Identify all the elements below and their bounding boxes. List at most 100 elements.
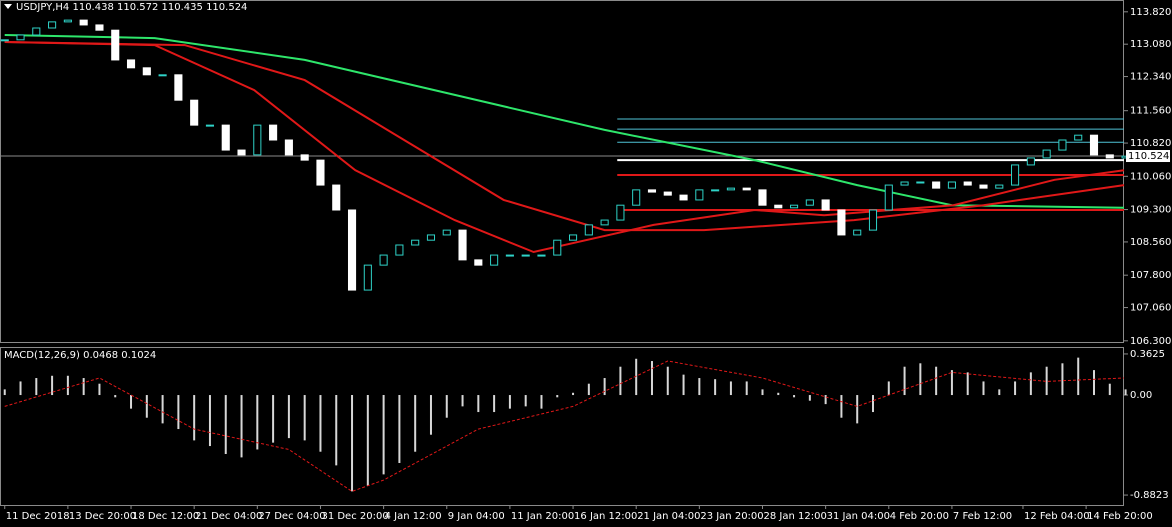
candle xyxy=(474,259,483,266)
candle xyxy=(663,191,672,196)
candle xyxy=(1026,157,1035,166)
signal-line xyxy=(4,360,1125,492)
candle xyxy=(900,181,909,186)
candle xyxy=(284,139,293,156)
x-tick-label: 4 Jan 12:00 xyxy=(385,511,442,522)
candle xyxy=(521,254,530,257)
candle xyxy=(963,181,972,186)
last-price-label: 110.524 xyxy=(1128,151,1169,162)
price-panel-frame xyxy=(0,0,1124,343)
candle xyxy=(1042,149,1051,159)
candle xyxy=(995,184,1004,189)
y-tick-label: 109.300 xyxy=(1130,205,1171,216)
candle xyxy=(726,187,735,191)
moving-average xyxy=(4,34,1125,209)
candle xyxy=(774,204,783,209)
candle xyxy=(332,184,341,211)
candle xyxy=(300,154,309,161)
x-tick-label: 16 Jan 12:00 xyxy=(574,511,637,522)
candle xyxy=(363,264,372,291)
candle xyxy=(458,229,467,261)
y-tick-label: 107.800 xyxy=(1130,270,1171,281)
x-tick-label: 9 Jan 04:00 xyxy=(448,511,505,522)
y-tick-label: 106.300 xyxy=(1130,336,1171,347)
candle xyxy=(63,19,72,23)
candle xyxy=(790,204,799,209)
candle xyxy=(884,184,893,211)
candle xyxy=(584,224,593,236)
candle xyxy=(237,149,246,156)
candle xyxy=(947,181,956,189)
x-tick-label: 27 Dec 04:00 xyxy=(258,511,325,522)
candle xyxy=(0,39,9,42)
x-tick-label: 31 Jan 04:00 xyxy=(827,511,890,522)
candle xyxy=(32,27,41,36)
candle xyxy=(379,254,388,266)
candle xyxy=(1089,134,1099,156)
candle xyxy=(48,21,57,29)
candle xyxy=(932,181,941,189)
candle xyxy=(979,184,988,189)
candle xyxy=(537,254,546,257)
candle xyxy=(221,124,230,151)
x-tick-label: 28 Jan 12:00 xyxy=(763,511,826,522)
candle xyxy=(16,34,25,41)
candle xyxy=(805,199,814,206)
candle xyxy=(868,209,878,231)
chart-title: USDJPY,H4 110.438 110.572 110.435 110.52… xyxy=(16,2,247,13)
y-tick-label: 111.560 xyxy=(1130,106,1171,117)
candle xyxy=(442,229,451,236)
macd-panel-frame xyxy=(0,347,1124,506)
candle xyxy=(1058,139,1067,151)
x-tick-label: 13 Dec 20:00 xyxy=(69,511,136,522)
candle xyxy=(695,189,704,201)
x-tick-label: 21 Dec 04:00 xyxy=(195,511,262,522)
moving-average xyxy=(4,41,1125,232)
candle xyxy=(253,124,262,156)
candle xyxy=(79,19,88,26)
y-tick-label: 112.340 xyxy=(1130,72,1171,83)
candle xyxy=(821,199,830,211)
y-tick-label: 110.820 xyxy=(1130,138,1171,149)
candle xyxy=(553,239,562,256)
x-tick-label: 11 Jan 20:00 xyxy=(511,511,574,522)
y-tick-label: 0.3625 xyxy=(1130,349,1165,360)
candle xyxy=(205,124,215,127)
y-tick-label: 0.00 xyxy=(1130,390,1152,401)
candle xyxy=(269,124,278,141)
macd-title: MACD(12,26,9) 0.0468 0.1024 xyxy=(4,350,156,361)
y-tick-label: 108.560 xyxy=(1130,237,1171,248)
candle xyxy=(316,159,325,186)
candle xyxy=(142,67,151,76)
x-tick-label: 7 Feb 12:00 xyxy=(953,511,1012,522)
y-tick-label: 113.820 xyxy=(1130,7,1171,18)
candle xyxy=(616,204,625,221)
candle xyxy=(126,59,136,69)
x-tick-label: 21 Jan 04:00 xyxy=(637,511,700,522)
candle xyxy=(411,239,420,246)
menu-arrow xyxy=(4,4,12,9)
y-tick-label: 113.080 xyxy=(1130,39,1171,50)
candle xyxy=(600,219,609,226)
y-tick-label: 107.060 xyxy=(1130,303,1171,314)
candle xyxy=(916,181,925,184)
candle xyxy=(711,189,720,192)
candle xyxy=(190,99,199,126)
candle xyxy=(505,254,514,257)
candle xyxy=(679,194,688,201)
candle xyxy=(647,189,657,193)
candle xyxy=(853,229,862,236)
x-tick-label: 11 Dec 2018 xyxy=(6,511,70,522)
candle xyxy=(758,189,767,206)
last-price-box xyxy=(1126,150,1170,163)
moving-average xyxy=(4,41,1125,254)
candle xyxy=(837,209,846,236)
x-tick-label: 23 Jan 20:00 xyxy=(700,511,763,522)
candle xyxy=(347,209,357,291)
candle xyxy=(426,234,436,241)
x-tick-label: 4 Feb 20:00 xyxy=(890,511,949,522)
y-tick-label: 110.060 xyxy=(1130,171,1171,182)
candle xyxy=(1074,134,1083,141)
